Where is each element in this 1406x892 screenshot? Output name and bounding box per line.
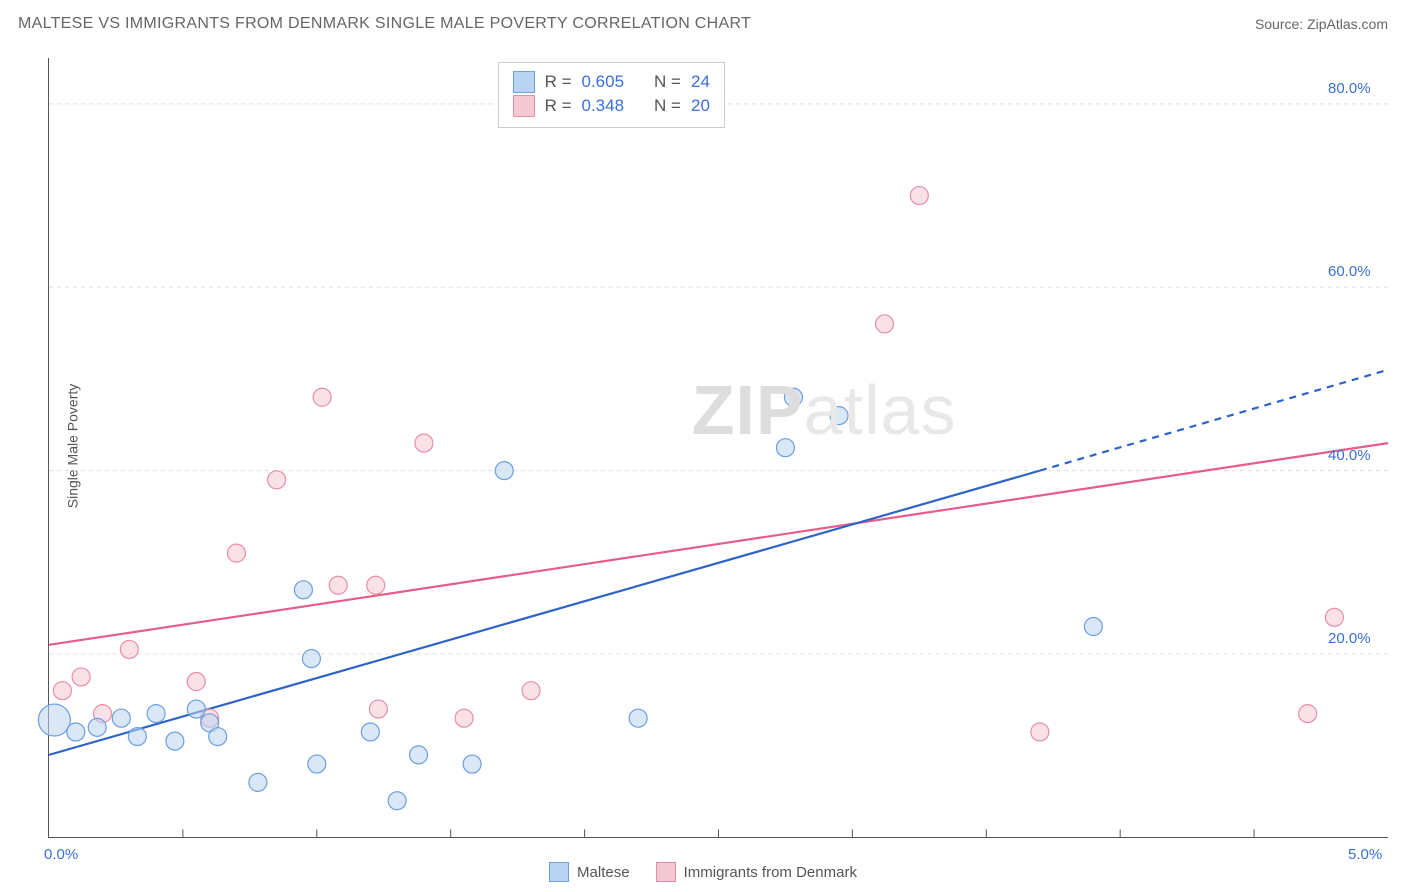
y-tick-label: 60.0%: [1328, 263, 1371, 280]
legend-label-b: Immigrants from Denmark: [684, 864, 857, 881]
stats-row-a: R = 0.605 N = 24: [513, 71, 710, 93]
source-attribution: Source: ZipAtlas.com: [1255, 16, 1388, 32]
stats-r-label-b: R =: [545, 96, 572, 116]
source-prefix: Source:: [1255, 16, 1307, 32]
series-legend: Maltese Immigrants from Denmark: [0, 862, 1406, 882]
chart-header: MALTESE VS IMMIGRANTS FROM DENMARK SINGL…: [0, 0, 1406, 48]
plot-area: ZIPatlas R = 0.605 N = 24 R = 0.348 N = …: [48, 58, 1388, 838]
watermark: ZIPatlas: [692, 370, 957, 450]
watermark-zip: ZIP: [692, 371, 804, 449]
source-link[interactable]: ZipAtlas.com: [1307, 16, 1388, 32]
stats-n-value-a: 24: [691, 72, 710, 92]
x-axis-min-label: 0.0%: [44, 846, 78, 863]
stats-swatch-b: [513, 95, 535, 117]
stats-r-value-b: 0.348: [582, 96, 625, 116]
legend-label-a: Maltese: [577, 864, 630, 881]
chart-title: MALTESE VS IMMIGRANTS FROM DENMARK SINGL…: [18, 15, 751, 33]
stats-row-b: R = 0.348 N = 20: [513, 95, 710, 117]
stats-n-value-b: 20: [691, 96, 710, 116]
legend-item-a: Maltese: [549, 862, 630, 882]
stats-r-value-a: 0.605: [582, 72, 625, 92]
legend-swatch-b: [656, 862, 676, 882]
y-tick-label: 20.0%: [1328, 630, 1371, 647]
x-axis-max-label: 5.0%: [1348, 846, 1382, 863]
stats-swatch-a: [513, 71, 535, 93]
y-tick-label: 40.0%: [1328, 447, 1371, 464]
y-tick-label: 80.0%: [1328, 80, 1371, 97]
watermark-rest: atlas: [804, 371, 957, 449]
legend-swatch-a: [549, 862, 569, 882]
stats-box: R = 0.605 N = 24 R = 0.348 N = 20: [498, 62, 725, 128]
stats-n-label-a: N =: [654, 72, 681, 92]
stats-n-label-b: N =: [654, 96, 681, 116]
stats-r-label-a: R =: [545, 72, 572, 92]
legend-item-b: Immigrants from Denmark: [656, 862, 857, 882]
